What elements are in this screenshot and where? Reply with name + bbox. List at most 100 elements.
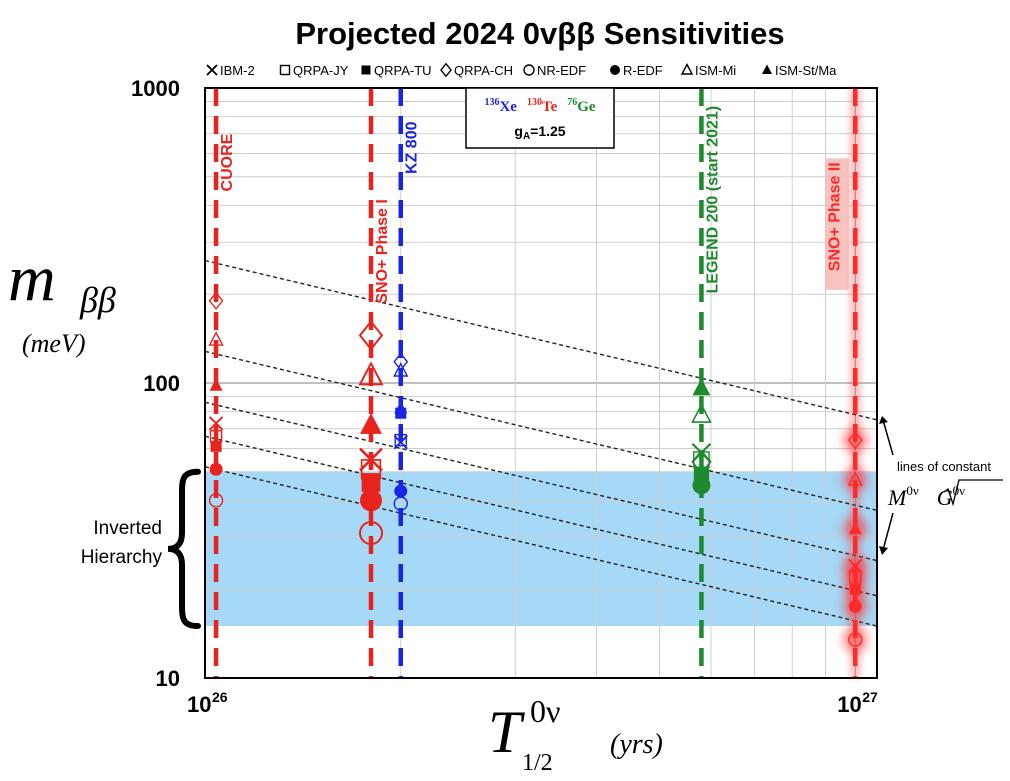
x-tick-label: 10	[187, 692, 211, 717]
point-ism-st-ma	[692, 378, 711, 396]
constant-lines-note-text: lines of constant	[897, 459, 991, 474]
point-ibm-2	[393, 435, 408, 450]
experiment-label-sno-phase-i: SNO+ Phase I	[374, 199, 391, 304]
legend-marker-qrpa-jy	[279, 64, 291, 76]
point-ibm-2	[208, 416, 224, 431]
x-tick-exponent: 27	[862, 689, 878, 705]
constant-line	[204, 435, 878, 597]
inverted-hierarchy-annotation: Inverted Hierarchy	[81, 468, 201, 630]
inverted-hierarchy-label-line2: Hierarchy	[81, 547, 163, 568]
point-ism-mi	[208, 331, 224, 346]
point-qrpa-ch	[358, 320, 384, 351]
data-points	[208, 291, 868, 652]
x-tick-label: 10	[837, 692, 861, 717]
legend-label-nr-edf: NR-EDF	[537, 63, 586, 78]
constant-lines-formula: M0ν G0ν	[887, 483, 965, 510]
point-ism-mi	[358, 361, 384, 386]
point-r-edf	[359, 489, 382, 512]
point-qrpa-tu	[210, 440, 222, 452]
legend-label-ism-st-ma: ISM-St/Ma	[775, 63, 837, 78]
constant-lines-note: lines of constant M0ν G0ν	[879, 416, 1003, 555]
constant-sensitivity-lines	[204, 259, 878, 627]
x-axis-label-main: T	[488, 699, 525, 765]
legend: IBM-2 QRPA-JY QRPA-TU QRPA-CH NR-EDF R-EDF ISM…	[206, 62, 837, 78]
point-qrpa-tu	[395, 407, 407, 419]
isotope-info-box: 136Xe 130Te 76Ge gA=1.25	[465, 87, 615, 149]
experiment-label-sno-phase-ii: SNO+ Phase II	[826, 162, 843, 271]
point-qrpa-ch	[208, 291, 224, 311]
point-ism-mi	[393, 362, 409, 377]
point-glow	[842, 467, 868, 493]
legend-marker-qrpa-ch	[440, 62, 452, 78]
inverted-hierarchy-region	[205, 471, 877, 627]
ga-label: gA=1.25	[514, 123, 565, 142]
note-arrow-down	[882, 512, 894, 551]
constant-line	[204, 259, 878, 421]
y-tick-label: 1000	[131, 76, 180, 101]
legend-label-r-edf: R-EDF	[623, 63, 663, 78]
y-tick-label: 10	[156, 666, 180, 691]
point-nr-edf	[393, 496, 408, 511]
note-arrow-down-head	[879, 546, 888, 555]
legend-marker-ism-mi	[680, 62, 694, 75]
y-axis-ticks: 10 100 1000	[131, 76, 180, 691]
constant-line	[204, 350, 878, 512]
point-ism-mi	[691, 403, 712, 423]
curly-brace	[167, 468, 201, 630]
x-axis-label: T 0ν 1/2 (yrs)	[488, 693, 663, 776]
point-r-edf	[692, 476, 711, 495]
isotope-list: 136Xe 130Te 76Ge	[484, 97, 595, 115]
legend-marker-ism-st-ma	[762, 64, 772, 74]
legend-label-qrpa-jy: QRPA-JY	[293, 63, 349, 78]
y-axis-label-unit: (meV)	[22, 329, 86, 358]
point-nr-edf	[208, 493, 224, 508]
chart-title: Projected 2024 0vββ Sensitivities	[295, 16, 784, 51]
x-tick-exponent: 26	[212, 689, 228, 705]
legend-label-ibm-2: IBM-2	[220, 63, 255, 78]
experiment-label-bg-sno-phase-ii	[825, 158, 850, 290]
point-r-edf	[848, 599, 862, 613]
experiment-label-cuore: CUORE	[219, 133, 236, 191]
sqrt-sign	[943, 479, 1003, 507]
grid	[205, 88, 877, 678]
point-glow	[842, 427, 868, 453]
inverted-hierarchy-label-line1: Inverted	[93, 518, 162, 539]
x-axis-label-subscript: 1/2	[522, 750, 553, 776]
x-axis-ticks: 10 26 10 27	[187, 689, 878, 717]
experiment-label-kz-800: KZ 800	[404, 121, 421, 174]
legend-label-qrpa-tu: QRPA-TU	[374, 63, 432, 78]
x-axis-label-superscript: 0ν	[530, 693, 560, 729]
point-r-edf	[394, 484, 408, 498]
point-qrpa-tu	[849, 583, 861, 595]
point-r-edf	[209, 462, 223, 476]
point-qrpa-ch	[847, 430, 863, 450]
point-ism-st-ma	[209, 378, 223, 391]
y-axis-label-subscript: ββ	[79, 280, 116, 320]
point-glow	[842, 627, 868, 652]
legend-marker-nr-edf	[523, 64, 535, 76]
experiment-label-legend-200-start-2021: LEGEND 200 (start 2021)	[704, 106, 721, 294]
constant-line	[204, 401, 878, 562]
legend-label-ism-mi: ISM-Mi	[695, 63, 736, 78]
y-axis-label: m ββ (meV)	[8, 242, 116, 358]
legend-label-qrpa-ch: QRPA-CH	[454, 63, 513, 78]
constant-line	[204, 466, 878, 627]
x-axis-label-unit: (yrs)	[610, 729, 663, 760]
point-qrpa-jy	[394, 433, 407, 447]
legend-marker-ibm-2	[206, 64, 218, 76]
point-ism-mi	[847, 471, 863, 486]
legend-marker-qrpa-tu	[361, 65, 371, 75]
legend-marker-r-edf	[610, 65, 620, 75]
point-nr-edf	[359, 521, 383, 546]
point-qrpa-tu	[361, 473, 381, 492]
point-ism-st-ma	[848, 521, 862, 535]
point-qrpa-ch	[393, 352, 409, 372]
y-tick-label: 100	[143, 371, 180, 396]
inverted-hierarchy-band	[205, 471, 877, 627]
isotope-box-frame	[465, 87, 615, 149]
point-ism-st-ma	[359, 412, 382, 434]
note-arrow-up-head	[879, 416, 888, 424]
note-arrow-up	[882, 419, 894, 456]
y-axis-label-main: m	[8, 242, 56, 315]
